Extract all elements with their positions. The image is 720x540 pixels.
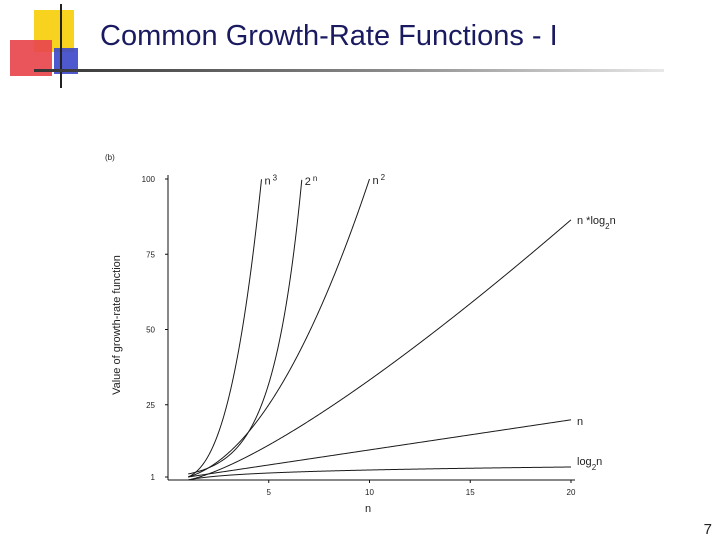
series-label-base: n	[264, 175, 270, 187]
x-tick-label: 5	[267, 488, 272, 497]
slide-logo	[10, 4, 98, 88]
title-underline	[34, 69, 664, 72]
series-label-base: 2	[305, 176, 311, 188]
series-label-base: log	[577, 456, 592, 468]
series-label-base: n *log	[577, 215, 605, 227]
growth-rate-chart: (b) Value of growth-rate function n 1255…	[105, 153, 616, 515]
series-line	[188, 179, 303, 475]
y-tick-label: 1	[151, 473, 156, 482]
series-label-base: n	[577, 416, 583, 428]
series-label-suffix: n	[596, 456, 602, 468]
y-tick-label: 100	[142, 175, 156, 184]
series-line	[188, 219, 572, 481]
y-tick-label: 75	[146, 250, 155, 259]
series-line	[188, 466, 572, 481]
series-label-subscript: 2	[592, 462, 597, 471]
series-label-subscript: 2	[605, 221, 610, 230]
y-tick-label: 25	[146, 401, 155, 410]
y-axis-title: Value of growth-rate function	[111, 255, 123, 395]
series-line	[188, 178, 370, 478]
x-tick-label: 15	[466, 488, 475, 497]
panel-label: (b)	[105, 153, 115, 162]
x-tick-label: 20	[567, 488, 576, 497]
y-tick-label: 50	[146, 326, 155, 335]
x-axis-title: n	[365, 503, 371, 515]
series-label-suffix: n	[610, 215, 616, 227]
series-label-superscript: 2	[381, 173, 386, 182]
series-label: log2n	[577, 456, 602, 472]
series-label-superscript: n	[313, 173, 317, 182]
slide-title: Common Growth-Rate Functions - I	[100, 20, 558, 52]
series-label: n	[577, 416, 583, 428]
series-line	[187, 179, 262, 478]
series-label: n *log2n	[577, 215, 616, 231]
series-line	[188, 419, 572, 478]
series-label-superscript: 3	[273, 173, 278, 182]
x-tick-label: 10	[365, 488, 374, 497]
page-number: 7	[703, 521, 712, 538]
series-label-base: n	[373, 175, 379, 187]
